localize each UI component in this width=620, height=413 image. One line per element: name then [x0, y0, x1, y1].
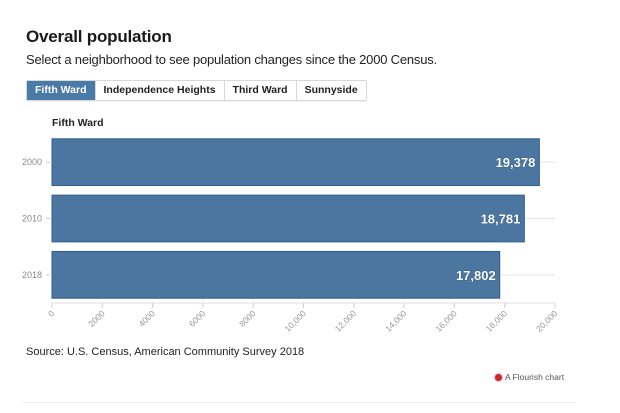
x-tick-label-8000: 8000 [237, 308, 258, 329]
x-tick-label-6000: 6000 [187, 308, 208, 329]
y-tick-label-2010: 2010 [22, 214, 42, 224]
source-note: Source: U.S. Census, American Community … [26, 346, 305, 358]
flourish-logo-icon [495, 373, 502, 381]
neighborhood-button-sunnyside[interactable]: Sunnyside [296, 81, 366, 100]
bars: 19,378 18,781 17,802 [51, 138, 540, 299]
bar-2000[interactable] [51, 138, 540, 187]
bar-value-label-2018: 17,802 [456, 268, 496, 283]
x-axis: 0 2000 4000 6000 8000 10,000 12,000 14,000 16,00… [46, 302, 560, 334]
x-tick-label-16000: 16,000 [433, 308, 459, 334]
x-tick-label-2000: 2000 [86, 308, 107, 329]
bottom-divider [22, 402, 576, 403]
neighborhood-selector: Fifth Ward Independence Heights Third Wa… [26, 80, 367, 101]
y-axis: 2000 2010 2018 [22, 157, 50, 280]
y-tick-label-2018: 2018 [22, 270, 42, 280]
x-tick-label-0: 0 [46, 308, 57, 319]
flourish-credit[interactable]: A Flourish chart [495, 372, 564, 382]
x-tick-label-4000: 4000 [137, 308, 158, 329]
chart-series-heading: Fifth Ward [52, 117, 104, 129]
neighborhood-button-independence-heights[interactable]: Independence Heights [95, 81, 225, 100]
bar-2010[interactable] [51, 194, 525, 243]
x-tick-label-20000: 20,000 [534, 308, 560, 334]
x-tick-label-14000: 14,000 [383, 308, 409, 334]
neighborhood-button-fifth-ward[interactable]: Fifth Ward [27, 81, 96, 100]
x-tick-label-18000: 18,000 [484, 308, 510, 334]
x-tick-label-10000: 10,000 [282, 308, 308, 334]
chart-subtitle: Select a neighborhood to see population … [26, 52, 437, 67]
flourish-credit-text: A Flourish chart [505, 372, 565, 382]
bar-value-label-2010: 18,781 [481, 212, 521, 227]
x-tick-label-12000: 12,000 [333, 308, 359, 334]
neighborhood-button-third-ward[interactable]: Third Ward [224, 81, 297, 100]
bar-2018[interactable] [51, 250, 501, 299]
y-tick-label-2000: 2000 [22, 157, 42, 167]
chart-title: Overall population [26, 27, 172, 46]
bar-value-label-2000: 19,378 [496, 155, 536, 170]
